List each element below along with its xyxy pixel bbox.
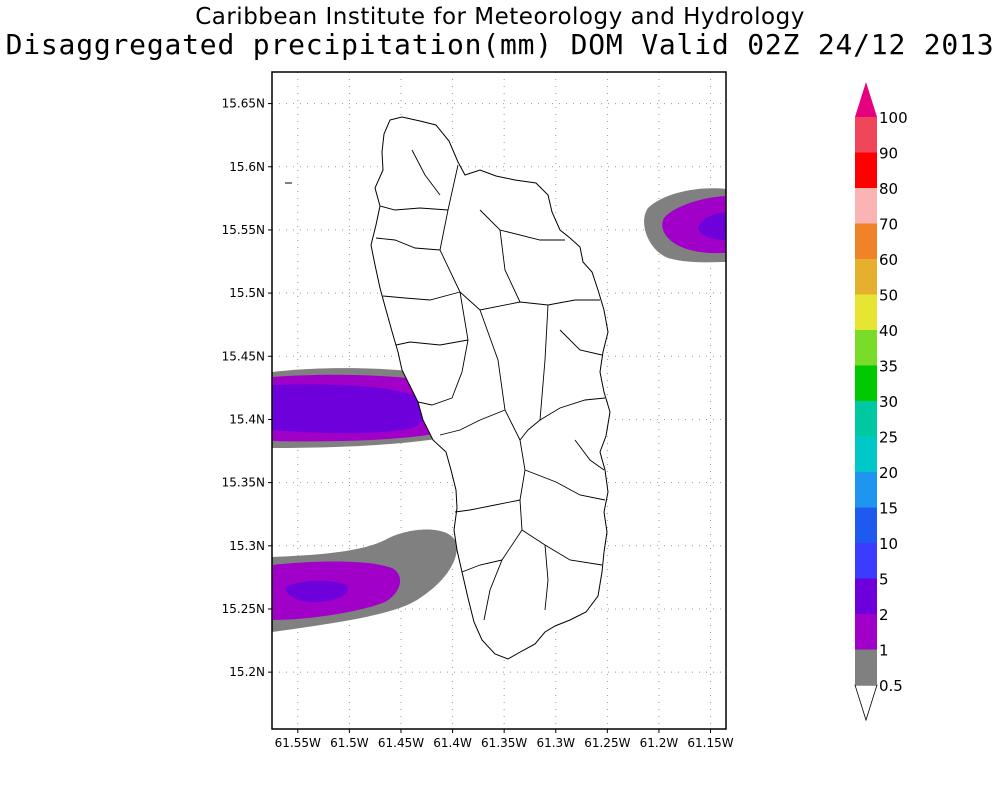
title-line-2: Disaggregated precipitation(mm) DOM Vali…	[5, 28, 995, 61]
lon-tick-label: 61.25W	[584, 736, 630, 750]
colorbar-label: 2	[879, 606, 889, 624]
lat-tick-label: 15.6N	[229, 160, 265, 174]
precip-cell-northeast-2	[698, 212, 726, 240]
dominica-island	[370, 116, 611, 660]
colorbar-swatch	[855, 152, 877, 188]
latitude-axis: 15.65N 15.6N 15.55N 15.5N 15.45N 15.4N 15.35N 1…	[222, 97, 272, 679]
colorbar-swatch	[855, 223, 877, 259]
colorbar-arrow-high	[855, 82, 877, 117]
colorbar-swatch	[855, 436, 877, 472]
colorbar-label: 60	[879, 251, 898, 269]
colorbar-swatch	[855, 259, 877, 295]
colorbar-swatch	[855, 188, 877, 224]
colorbar-label: 30	[879, 393, 898, 411]
colorbar-swatch	[855, 330, 877, 366]
lon-tick-label: 61.3W	[536, 736, 575, 750]
colorbar-arrow-low	[854, 684, 878, 722]
precip-cell-west-2	[272, 384, 428, 434]
title-line-1: Caribbean Institute for Meteorology and …	[195, 4, 805, 30]
lon-tick-label: 61.45W	[378, 736, 424, 750]
colorbar-label: 90	[879, 145, 898, 163]
colorbar-label: 20	[879, 464, 898, 482]
lon-tick-label: 61.2W	[640, 736, 679, 750]
lat-tick-label: 15.3N	[229, 539, 265, 553]
map-frame	[271, 71, 727, 730]
colorbar-label: 80	[879, 180, 898, 198]
colorbar-swatch	[855, 294, 877, 330]
precip-cell-southwest-2	[285, 580, 348, 603]
colorbar-swatch	[855, 472, 877, 508]
island-coastline	[370, 116, 611, 660]
lat-tick-label: 15.65N	[222, 97, 265, 111]
lat-tick-label: 15.55N	[222, 223, 265, 237]
colorbar-swatch	[855, 543, 877, 579]
lon-tick-label: 61.5W	[330, 736, 369, 750]
lat-tick-label: 15.45N	[222, 349, 265, 363]
longitude-axis: 61.55W 61.5W 61.45W 61.4W 61.35W 61.3W 61.25W 6…	[275, 729, 734, 750]
colorbar-swatch	[855, 649, 877, 685]
lon-tick-label: 61.35W	[481, 736, 527, 750]
colorbar-label: 5	[879, 571, 889, 589]
colorbar-label: 0.5	[879, 677, 903, 695]
precip-cell-northeast-1	[662, 196, 726, 254]
colorbar-label: 25	[879, 429, 898, 447]
lat-tick-label: 15.2N	[229, 665, 265, 679]
colorbar-label: 40	[879, 322, 898, 340]
colorbar-swatch	[855, 365, 877, 401]
lon-tick-label: 61.15W	[687, 736, 733, 750]
colorbar-label: 1	[879, 642, 889, 660]
parish-boundaries	[375, 149, 606, 621]
lat-tick-label: 15.5N	[229, 286, 265, 300]
colorbar-label: 100	[879, 109, 908, 127]
colorbar-swatch	[855, 507, 877, 543]
colorbar-label: 70	[879, 216, 898, 234]
colorbar-swatch	[855, 117, 877, 153]
colorbar-label: 35	[879, 358, 898, 376]
lon-tick-label: 61.4W	[433, 736, 472, 750]
colorbar-label: 50	[879, 287, 898, 305]
lat-tick-label: 15.35N	[222, 476, 265, 490]
colorbar-label: 10	[879, 535, 898, 553]
colorbar-swatch	[855, 401, 877, 437]
lat-tick-label: 15.4N	[229, 412, 265, 426]
colorbar-swatch	[855, 578, 877, 614]
lat-tick-label: 15.25N	[222, 602, 265, 616]
lon-tick-label: 61.55W	[275, 736, 321, 750]
colorbar-label: 15	[879, 500, 898, 518]
colorbar-swatch	[855, 614, 877, 650]
